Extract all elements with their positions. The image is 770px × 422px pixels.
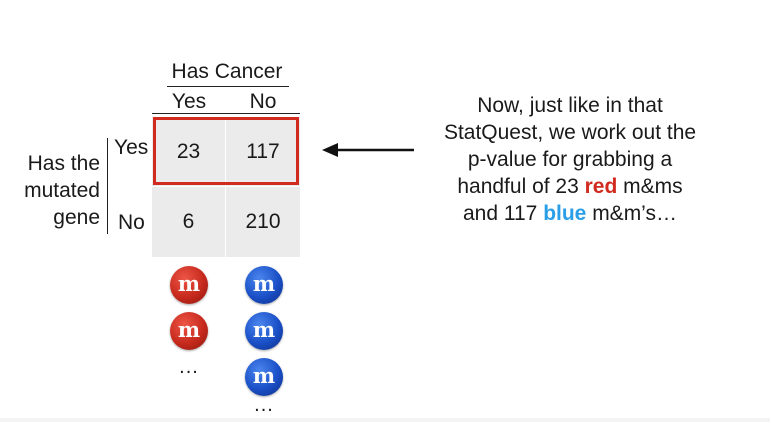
column-header-no: No [249,90,277,113]
explanation-line-4-end: m&ms [617,175,683,198]
red-mm-candy-icon: m [170,312,208,350]
table-cell-yes-yes: 23 [152,117,226,187]
row-group-bar [107,138,108,234]
blue-mm-candy-icon: m [245,266,283,304]
explanation-line-3: p-value for grabbing a [467,148,673,171]
candy-letter: m [177,271,201,296]
candy-letter: m [177,317,201,342]
bottom-strip [0,418,770,422]
explanation-line-5: and 117 blue m&m’s… [420,200,720,227]
row-group-title-line: mutated [24,179,100,202]
explanation-line-4: handful of 23 red m&ms [420,173,720,200]
explanation-line-1: Now, just like in that [477,94,663,117]
red-candy-ellipsis: ... [179,356,199,378]
blue-mm-candy-icon: m [245,358,283,396]
blue-word: blue [543,202,587,225]
highlight-box [153,117,299,185]
explanation-line-4-start: handful of 23 [457,175,585,198]
red-mm-candy-icon: m [170,266,208,304]
table-cell-no-no: 210 [226,187,300,257]
red-word: red [584,175,618,198]
left-arrow-icon [322,143,414,157]
table-cell-yes-no: 117 [226,117,300,187]
column-group-underline [167,86,289,87]
explanation-line-2: StatQuest, we work out the [443,121,697,144]
candy-letter: m [252,317,276,342]
explanation-text: Now, just like in that StatQuest, we wor… [420,92,720,227]
column-group-title: Has Cancer [171,60,283,83]
candy-letter: m [252,271,276,296]
row-header-yes: Yes [114,136,149,159]
explanation-line-5-start: and 117 [463,202,544,225]
explanation-line-5-end: m&m’s… [586,202,677,225]
blue-mm-candy-icon: m [245,312,283,350]
table-cell-no-yes: 6 [152,187,226,257]
blue-candy-ellipsis: ... [254,394,274,416]
row-group-title: Has the mutated gene [8,150,100,231]
column-header-yes: Yes [171,90,207,113]
row-header-no: No [118,211,145,234]
candy-letter: m [252,363,276,388]
row-group-title-line: gene [53,206,100,229]
row-group-title-line: Has the [27,152,100,175]
column-header-underline [152,113,300,114]
